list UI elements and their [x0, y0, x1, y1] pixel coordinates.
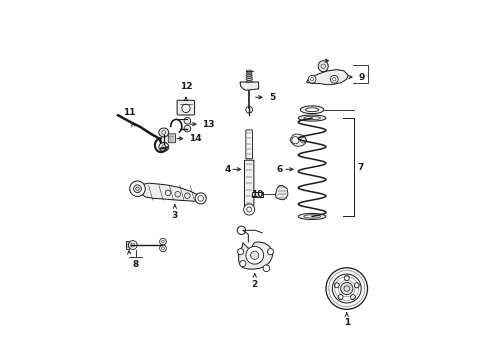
- Circle shape: [240, 261, 246, 267]
- Text: 14: 14: [189, 134, 201, 143]
- Polygon shape: [126, 241, 131, 249]
- Circle shape: [338, 294, 343, 300]
- Ellipse shape: [305, 108, 319, 112]
- Text: 12: 12: [180, 82, 192, 91]
- Circle shape: [268, 249, 273, 255]
- Text: 10: 10: [251, 190, 264, 199]
- Polygon shape: [184, 125, 191, 132]
- Circle shape: [326, 268, 368, 309]
- Ellipse shape: [298, 115, 326, 121]
- Circle shape: [246, 107, 252, 113]
- Polygon shape: [240, 82, 259, 90]
- Text: 11: 11: [123, 108, 136, 117]
- Circle shape: [128, 240, 137, 249]
- Circle shape: [244, 204, 255, 215]
- FancyBboxPatch shape: [177, 100, 195, 115]
- FancyBboxPatch shape: [245, 160, 254, 206]
- Circle shape: [354, 283, 359, 288]
- Circle shape: [246, 246, 264, 264]
- Circle shape: [160, 245, 166, 252]
- Polygon shape: [239, 242, 273, 269]
- Text: 3: 3: [172, 211, 178, 220]
- Text: 13: 13: [202, 120, 215, 129]
- Circle shape: [344, 275, 349, 280]
- Circle shape: [292, 136, 299, 144]
- Circle shape: [330, 75, 338, 83]
- Text: 9: 9: [359, 72, 365, 81]
- Text: 6: 6: [276, 165, 283, 174]
- Circle shape: [263, 265, 270, 271]
- Polygon shape: [159, 143, 169, 151]
- Circle shape: [332, 274, 361, 303]
- Polygon shape: [290, 134, 307, 146]
- Circle shape: [134, 185, 141, 193]
- Circle shape: [160, 238, 166, 245]
- Circle shape: [341, 283, 353, 294]
- Circle shape: [350, 294, 355, 300]
- Polygon shape: [307, 69, 348, 85]
- Polygon shape: [275, 185, 288, 200]
- Circle shape: [250, 251, 259, 260]
- Text: 2: 2: [251, 280, 258, 289]
- Ellipse shape: [298, 213, 326, 220]
- Text: 8: 8: [132, 260, 139, 269]
- FancyBboxPatch shape: [168, 134, 175, 143]
- Polygon shape: [136, 183, 201, 201]
- Circle shape: [182, 104, 190, 112]
- Polygon shape: [184, 117, 191, 124]
- Text: 4: 4: [224, 165, 230, 174]
- FancyBboxPatch shape: [252, 192, 263, 197]
- Text: 7: 7: [358, 163, 364, 172]
- Text: 5: 5: [269, 93, 275, 102]
- Text: 1: 1: [343, 318, 350, 327]
- Circle shape: [130, 181, 145, 197]
- FancyBboxPatch shape: [246, 130, 252, 159]
- Polygon shape: [318, 61, 328, 72]
- Circle shape: [308, 75, 316, 83]
- Polygon shape: [159, 128, 169, 137]
- Circle shape: [334, 283, 339, 288]
- Ellipse shape: [300, 106, 324, 114]
- Circle shape: [238, 249, 244, 255]
- Circle shape: [195, 193, 206, 204]
- Circle shape: [237, 226, 245, 234]
